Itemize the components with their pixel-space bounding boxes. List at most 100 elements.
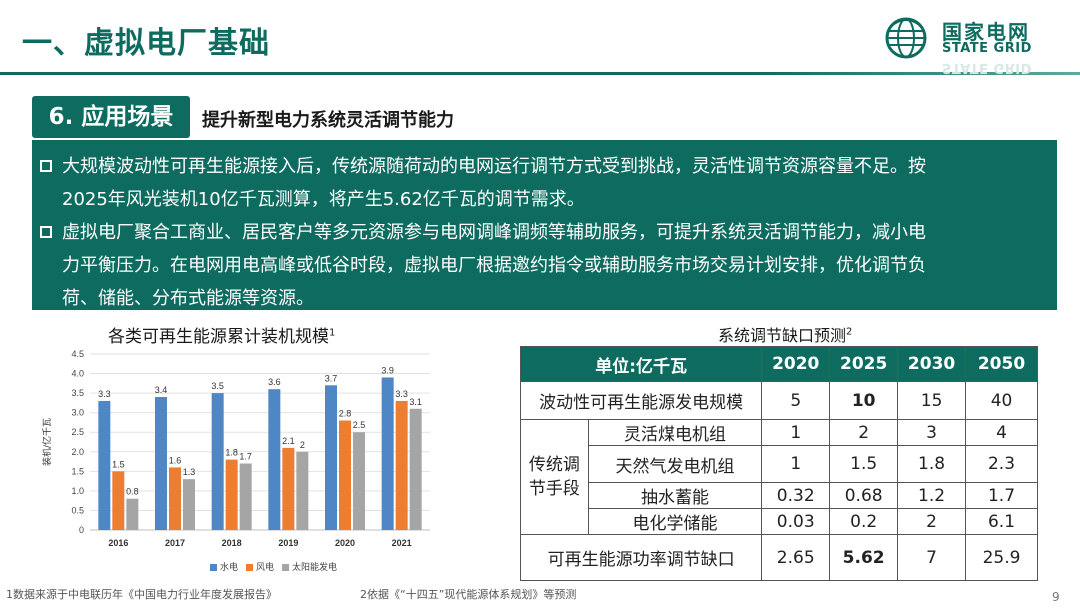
bar — [268, 389, 281, 530]
page-title: 一、虚拟电厂基础 — [22, 26, 270, 61]
data-label: 1.8 — [225, 448, 238, 458]
table-row: 抽水蓄能 0.32 0.68 1.2 1.7 — [521, 482, 1038, 509]
y-axis-label: 装机/亿千瓦 — [41, 418, 53, 466]
table-cell: 6.1 — [965, 508, 1038, 535]
bar — [282, 447, 295, 530]
bar — [381, 377, 394, 530]
chart-title-footnote-ref: 1 — [329, 327, 336, 339]
data-label: 2.8 — [339, 408, 352, 418]
x-tick-label: 2016 — [108, 538, 128, 548]
data-label: 0.8 — [126, 487, 139, 497]
bullet-line: 虚拟电厂聚合工商业、居民客户等多元资源参与电网调峰调频等辅助服务，可提升系统灵活… — [62, 222, 926, 243]
group-label: 传统调 节手段 — [520, 419, 589, 535]
data-label: 3.4 — [155, 385, 168, 395]
table-title: 系统调节缺口预测2 — [718, 322, 852, 346]
state-grid-logo — [880, 14, 1070, 62]
table-cell: 3 — [897, 419, 967, 446]
bar — [225, 459, 238, 530]
bar — [169, 467, 181, 530]
page-number: 9 — [1052, 590, 1060, 604]
group-label-line: 节手段 — [528, 479, 580, 499]
table-cell: 1.2 — [897, 482, 967, 509]
row-label: 灵活煤电机组 — [587, 419, 763, 446]
row-label: 抽水蓄能 — [587, 482, 763, 509]
bar — [409, 408, 422, 530]
state-grid-globe-icon — [885, 17, 927, 59]
table-cell: 7 — [897, 534, 967, 581]
bullet-line: 2025年风光装机10亿千瓦测算，将产生5.62亿千瓦的调节需求。 — [62, 189, 585, 210]
data-label: 3.7 — [325, 373, 338, 383]
footnote: 2依据《“十四五”现代能源体系规划》等预测 — [360, 588, 577, 601]
table-cell: 1 — [761, 445, 831, 483]
legend-swatch — [210, 564, 217, 571]
data-label: 1.3 — [183, 467, 196, 477]
row-label: 天然气发电机组 — [587, 445, 763, 483]
row-label: 可再生能源功率调节缺口 — [519, 534, 763, 581]
y-tick-label: 0.5 — [71, 505, 84, 515]
chart-title-text: 各类可再生能源累计装机规模 — [108, 327, 329, 347]
data-label: 1.7 — [239, 452, 252, 462]
section-subtitle: 提升新型电力系统灵活调节能力 — [202, 110, 454, 131]
table-cell: 1.8 — [897, 445, 967, 483]
bar — [155, 397, 167, 530]
row-label: 波动性可再生能源发电规模 — [519, 381, 763, 420]
x-tick-label: 2019 — [278, 538, 298, 548]
table-header-year: 2030 — [897, 346, 967, 382]
x-tick-label: 2017 — [165, 538, 185, 548]
y-tick-label: 1.0 — [71, 486, 84, 496]
bar — [126, 498, 139, 530]
table-header-row: 单位:亿千瓦 2020 2025 2030 2050 — [519, 346, 1038, 382]
y-tick-label: 2.0 — [71, 447, 84, 457]
table-header-year: 2050 — [965, 346, 1038, 382]
legend-swatch — [246, 564, 253, 571]
y-tick-label: 0 — [79, 525, 84, 535]
table-cell: 15 — [897, 381, 967, 420]
y-tick-label: 1.5 — [71, 466, 84, 476]
data-label: 2.1 — [282, 436, 295, 446]
y-tick-label: 2.5 — [71, 427, 84, 437]
data-label: 2.5 — [353, 420, 366, 430]
legend-label: 风电 — [256, 561, 274, 573]
data-label: 1.5 — [112, 459, 125, 469]
table-cell: 2 — [897, 508, 967, 535]
bar — [353, 432, 365, 530]
data-label: 3.9 — [381, 365, 394, 375]
table-cell: 2.65 — [761, 534, 831, 581]
legend-swatch — [282, 564, 289, 571]
logo-reflection-text: STATE GRID — [942, 62, 1032, 75]
data-label: 3.3 — [395, 389, 408, 399]
table-header-year: 2020 — [761, 346, 831, 382]
footnote: 1数据来源于中电联历年《中国电力行业年度发展报告》 — [6, 588, 277, 601]
table-cell: 10 — [829, 381, 899, 420]
y-tick-label: 3.5 — [71, 388, 84, 398]
y-tick-label: 4.5 — [71, 349, 84, 359]
table-row: 可再生能源功率调节缺口 2.65 5.62 7 25.9 — [519, 534, 1038, 581]
table-title-text: 系统调节缺口预测 — [718, 326, 847, 345]
logo-text-chinese: 国家电网 — [942, 20, 1030, 44]
bullet-line: 荷、储能、分布式能源等资源。 — [62, 288, 314, 309]
logo-text-english: STATE GRID — [942, 41, 1032, 56]
bar — [339, 420, 351, 530]
bar — [296, 451, 309, 530]
square-bullet-icon — [40, 160, 52, 172]
legend-label: 太阳能发电 — [292, 561, 337, 573]
bar — [112, 471, 125, 530]
data-label: 3.1 — [409, 397, 422, 407]
data-label: 2 — [300, 440, 305, 450]
bar — [395, 400, 408, 530]
table-header-year: 2025 — [829, 346, 899, 382]
table-cell: 25.9 — [965, 534, 1038, 581]
bar-chart: 0 0.5 1.0 1.5 2.0 2.5 3.0 3.5 4.0 4.5 装机/亿千瓦 3.3 1.5… — [41, 349, 430, 573]
table-cell: 0.03 — [761, 508, 831, 535]
table-row: 电化学储能 0.03 0.2 2 6.1 — [521, 508, 1038, 535]
square-bullet-icon — [40, 226, 52, 238]
bullet-panel: 大规模波动性可再生能源接入后，传统源随荷动的电网运行调节方式受到挑战，灵活性调节… — [32, 140, 1057, 310]
table-cell: 1.5 — [829, 445, 899, 483]
table-cell: 2 — [829, 419, 899, 446]
table-cell: 1 — [761, 419, 831, 446]
bullet-item: 虚拟电厂聚合工商业、居民客户等多元资源参与电网调峰调频等辅助服务，可提升系统灵活… — [40, 216, 1050, 315]
table-cell: 0.68 — [829, 482, 899, 509]
x-tick-label: 2018 — [222, 538, 242, 548]
data-label: 3.5 — [211, 381, 224, 391]
legend-label: 水电 — [220, 561, 238, 573]
